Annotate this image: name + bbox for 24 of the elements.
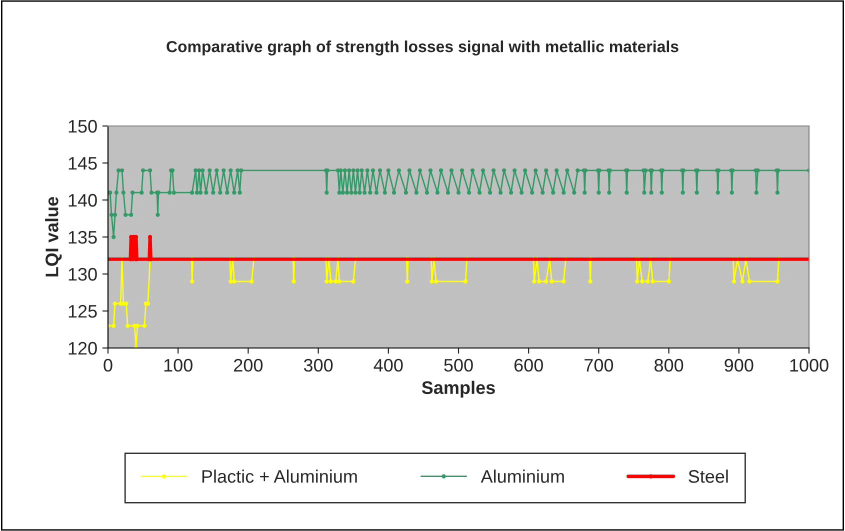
x-tick-label: 500 — [444, 358, 473, 372]
y-tick-label: 125 — [68, 304, 97, 318]
x-tick-label: 0 — [104, 358, 112, 372]
chart-title: Comparative graph of strength losses signal with metallic materials — [166, 40, 678, 56]
x-tick-label: 600 — [514, 358, 543, 372]
x-tick-label: 700 — [584, 358, 614, 372]
x-axis-title: Samples — [422, 380, 495, 398]
y-tick-label: 145 — [68, 157, 97, 170]
y-tick-label: 140 — [68, 194, 97, 207]
y-axis-title: LQI value — [45, 196, 62, 276]
y-tick-label: 135 — [68, 230, 97, 244]
y-tick-label: 130 — [68, 268, 97, 281]
legend-label: Plactic + Aluminium — [202, 470, 357, 483]
x-tick-label: 400 — [374, 358, 403, 372]
x-tick-label: 200 — [234, 358, 263, 372]
x-tick-label: 800 — [654, 358, 684, 372]
x-tick-label: 1000 — [790, 358, 828, 372]
x-tick-label: 900 — [724, 358, 754, 372]
y-tick-label: 150 — [68, 120, 97, 133]
legend-label: Steel — [688, 470, 728, 483]
y-tick-label: 120 — [68, 342, 97, 355]
x-tick-label: 300 — [304, 358, 333, 372]
legend-label: Aluminium — [480, 470, 564, 483]
x-tick-label: 100 — [164, 358, 192, 372]
